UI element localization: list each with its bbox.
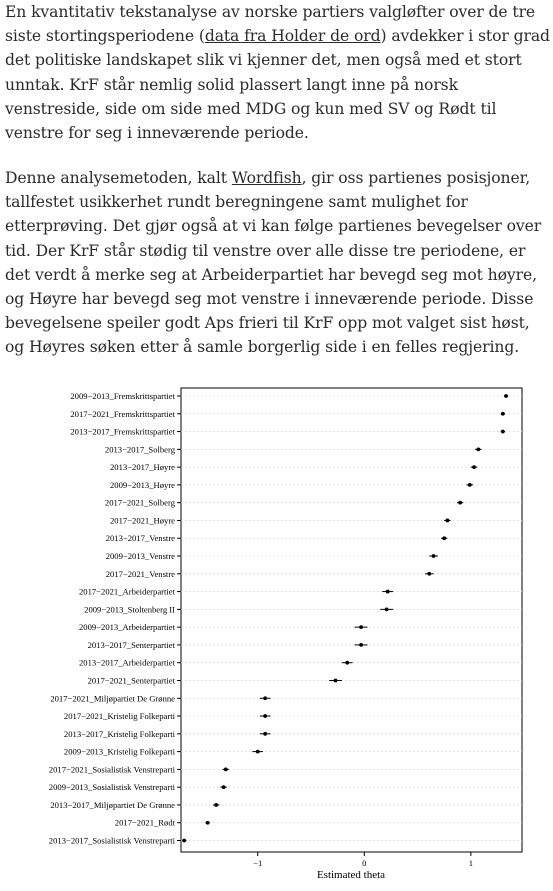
paragraph-2-text-before: Denne analysemetoden, kalt [5,169,232,187]
y-tick-label: 2013−2017_Fremskrittspartiet [70,427,175,437]
x-axis: −1 0 1 [253,852,473,868]
y-tick-labels: 2009−2013_Fremskrittspartiet 2017−2021_Fr… [49,391,181,846]
paragraph-1-text-before: En kvantitativ tekstanalyse av norske pa… [5,3,536,46]
data-point [263,731,268,736]
x-tick-label: 0 [362,858,366,868]
y-tick-label: 2013−2017_Høyre [110,462,175,472]
y-tick-label: 2017−2021_Arbeiderpartiet [79,587,176,597]
y-tick-label: 2013−2017_Kristelig Folkeparti [64,729,176,739]
y-tick-label: 2013−2017_Arbeiderpartiet [79,658,176,668]
data-point [385,589,390,594]
confidence-intervals [182,395,509,841]
data-point [263,696,268,701]
data-point [359,643,363,647]
x-tick-label: −1 [253,858,262,868]
paragraph-1-text-after: ) avdekker i stor grad det politiske lan… [5,27,550,143]
y-tick-label: 2017−2021_Venstre [106,569,175,579]
y-tick-label: 2017−2021_Miljøpartiet De Grønne [50,693,175,703]
y-tick-label: 2017−2021_Høyre [110,515,175,525]
holder-de-ord-link[interactable]: data fra Holder de ord [204,27,381,46]
data-point [205,820,210,825]
y-tick-label: 2013−2017_Miljøpartiet De Grønne [50,800,175,810]
y-tick-label: 2009−2013_Høyre [110,480,175,490]
data-point [263,714,268,718]
y-tick-label: 2013−2017_Senterpartiet [88,640,176,650]
y-tick-label: 2017−2021_Senterpartiet [88,675,176,685]
paragraph-2-text-after: , gir oss partienes posisjoner, tallfest… [5,169,542,357]
y-tick-label: 2017−2021_Solberg [105,498,176,508]
plot-frame [180,387,523,853]
article-paragraph-2: Denne analysemetoden, kalt Wordfish, gir… [5,166,550,360]
y-tick-label: 2013−2017_Sosialistisk Venstreparti [49,836,176,846]
y-tick-label: 2013−2017_Solberg [105,444,176,454]
data-points [182,394,508,843]
wordfish-dotplot-chart: 2009−2013_Fremskrittspartiet 2017−2021_Fr… [0,380,553,886]
y-tick-label: 2009−2013_Venstre [106,551,175,561]
y-tick-label: 2009−2013_Kristelig Folkeparti [64,747,176,757]
data-point [333,678,338,683]
grid-lines [181,395,522,841]
x-axis-label: Estimated theta [317,869,385,881]
data-point [472,465,476,470]
y-tick-label: 2017−2021_Sosialistisk Venstreparti [49,764,176,774]
data-point [431,554,436,558]
data-point [467,483,472,487]
data-point [359,625,363,630]
y-tick-label: 2013−2017_Venstre [106,533,175,543]
y-tick-label: 2017−2021_Rødt [115,818,176,828]
data-point [384,607,389,612]
data-point [476,447,481,452]
data-point [223,767,228,772]
article-paragraph-1: En kvantitativ tekstanalyse av norske pa… [5,0,550,145]
chart-svg: 2009−2013_Fremskrittspartiet 2017−2021_Fr… [49,387,523,881]
data-point [427,571,432,576]
y-tick-label: 2009−2013_Arbeiderpartiet [79,622,176,632]
data-point [214,803,219,807]
y-tick-label: 2009−2013_Stoltenberg II [84,604,175,614]
data-point [345,660,350,665]
data-point [221,785,226,790]
data-point [458,500,463,505]
y-tick-label: 2017−2021_Kristelig Folkeparti [64,711,176,721]
x-tick-label: 1 [469,858,473,868]
data-point [182,838,187,843]
y-tick-label: 2009−2013_Sosialistisk Venstreparti [49,782,176,792]
y-tick-label: 2009−2013_Fremskrittspartiet [70,391,175,401]
data-point [442,536,447,541]
y-tick-label: 2017−2021_Fremskrittspartiet [70,409,175,419]
data-point [255,749,260,754]
data-point [504,394,508,398]
data-point [500,429,505,434]
data-point [445,518,450,523]
data-point [500,411,505,416]
wordfish-link[interactable]: Wordfish [231,169,302,187]
